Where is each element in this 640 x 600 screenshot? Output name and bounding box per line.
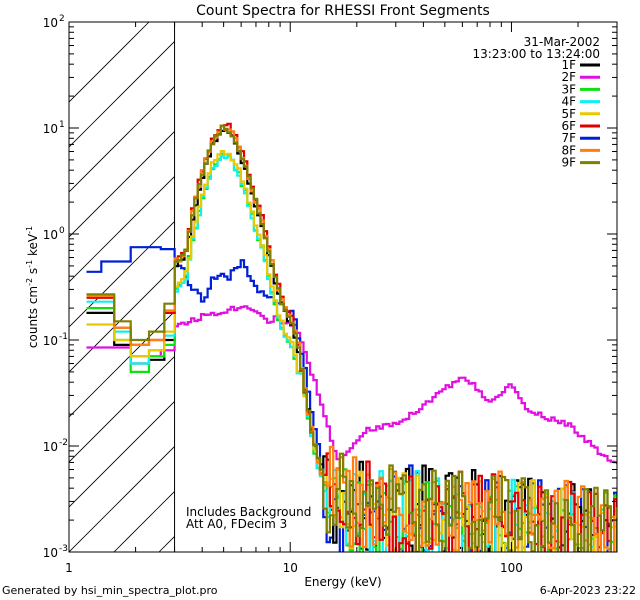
plot-frame	[68, 21, 618, 553]
legend-label-8f: 8F	[561, 143, 576, 157]
y-label-exp-cm: -2	[25, 278, 34, 286]
legend-label-5f: 5F	[561, 107, 576, 121]
y-label-s: s	[26, 268, 40, 278]
y-label-exp-s: -1	[25, 260, 34, 268]
date-label: 31-Mar-2002	[524, 35, 600, 49]
legend-label-9f: 9F	[561, 156, 576, 170]
y-tick-exponent: -1	[59, 332, 68, 342]
chart-title: Count Spectra for RHESSI Front Segments	[196, 3, 490, 19]
y-tick-exponent: -2	[59, 438, 68, 448]
hatch-line	[69, 22, 150, 103]
hatch-line	[69, 265, 175, 373]
legend-label-6f: 6F	[561, 119, 576, 133]
series-9f	[86, 124, 617, 552]
series-layer	[86, 122, 617, 552]
y-tick-exponent: 0	[59, 226, 65, 236]
footer-generated-by: Generated by hsi_min_spectra_plot.pro	[2, 584, 218, 597]
hatch-line	[69, 85, 175, 193]
hatch-line	[69, 445, 175, 552]
y-tick-label: 10	[43, 16, 58, 30]
legend-label-1f: 1F	[561, 58, 576, 72]
y-tick-label: 10	[43, 440, 58, 454]
y-axis-label: counts cm-2 s-1 keV-1	[25, 226, 40, 348]
x-axis-label: Energy (keV)	[304, 575, 381, 589]
y-label-kev: keV	[26, 233, 40, 260]
y-tick-exponent: -3	[59, 544, 68, 554]
y-tick-label: 10	[43, 228, 58, 242]
series-8f	[86, 125, 617, 552]
series-2f	[86, 305, 617, 465]
time-range-label: 13:23:00 to 13:24:00	[473, 47, 600, 61]
y-tick-exponent: 2	[59, 14, 65, 24]
y-label-exp-kev: -1	[25, 226, 34, 234]
hatch-line	[69, 220, 175, 328]
x-tick-label: 1	[65, 561, 73, 575]
legend-label-7f: 7F	[561, 131, 576, 145]
annotation-background: Includes Background	[186, 505, 311, 519]
hatch-line	[69, 40, 175, 148]
legend-label-4f: 4F	[561, 95, 576, 109]
hatch-line	[519, 22, 640, 552]
legend-label-2f: 2F	[561, 70, 576, 84]
x-tick-label: 100	[500, 561, 523, 575]
y-tick-exponent: 1	[59, 120, 65, 130]
footer-timestamp: 6-Apr-2023 23:22	[540, 584, 636, 597]
hatch-line	[69, 400, 175, 508]
legend-label-3f: 3F	[561, 82, 576, 96]
y-tick-label: 10	[43, 546, 58, 560]
hatch-line	[69, 130, 175, 238]
annotation-attenuator: Att A0, FDecim 3	[186, 517, 287, 531]
hatch-lines	[69, 22, 640, 552]
y-tick-label: 10	[43, 334, 58, 348]
x-tick-label: 10	[283, 561, 298, 575]
y-label-counts: counts cm	[26, 286, 40, 348]
y-tick-label: 10	[43, 122, 58, 136]
